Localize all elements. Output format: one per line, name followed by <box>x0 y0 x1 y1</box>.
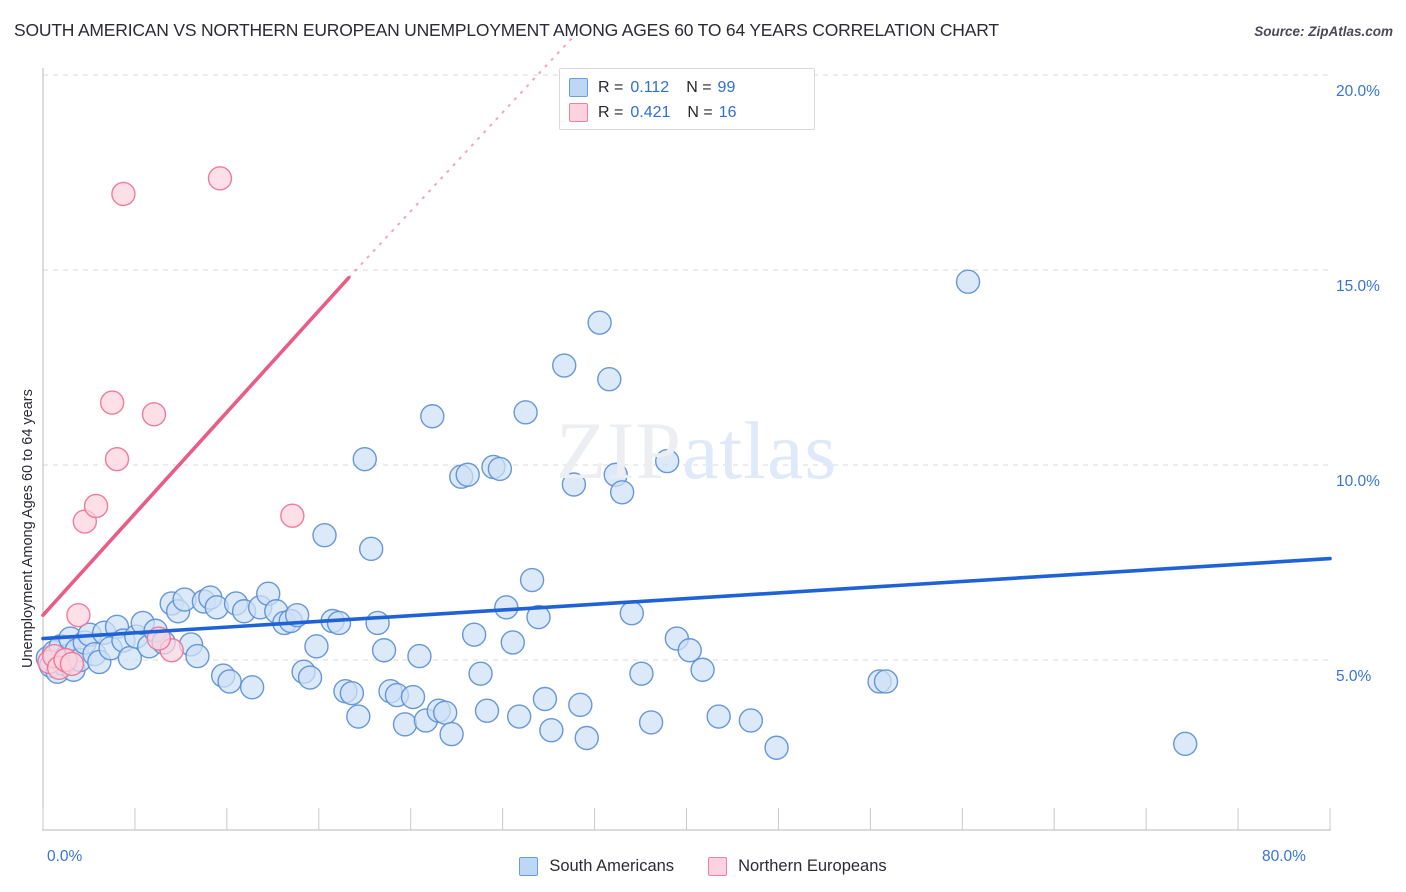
scatter-point <box>638 710 664 735</box>
correlation-stats-box: R = 0.112 N = 99 R = 0.421 N = 16 <box>559 68 815 130</box>
stats-n-label-pink: N = <box>687 103 713 121</box>
scatter-point <box>526 604 551 630</box>
scatter-point <box>654 448 680 474</box>
scatter-point <box>392 712 418 737</box>
scatter-point <box>365 610 390 636</box>
scatter-point <box>207 166 233 191</box>
scatter-point <box>609 480 635 505</box>
y-axis-tick-label: 5.0% <box>1336 668 1372 685</box>
scatter-point <box>487 456 513 482</box>
trendline-south-americans <box>41 556 1332 641</box>
stats-r-value-blue: 0.112 <box>630 78 670 96</box>
scatter-point <box>239 675 265 700</box>
scatter-point <box>346 704 371 729</box>
legend-item-south-americans[interactable]: South Americans <box>519 857 674 876</box>
scatter-point <box>552 353 577 378</box>
scatter-point <box>455 462 480 487</box>
scatter-point <box>185 643 210 669</box>
scatter-point <box>461 622 487 647</box>
scatter-point <box>690 657 715 682</box>
scatter-point <box>66 602 91 628</box>
y-axis-title-text: Unemployment Among Ages 60 to 64 years <box>20 389 36 668</box>
x-axis-tick-label-min: 0.0% <box>47 848 83 865</box>
scatter-point <box>407 643 432 669</box>
scatter-point <box>955 269 981 294</box>
chart-header: SOUTH AMERICAN VS NORTHERN EUROPEAN UNEM… <box>0 0 1406 56</box>
scatter-point <box>574 725 599 751</box>
trendline-northern-europeans-extension <box>347 35 575 279</box>
legend-swatch-south-americans <box>519 857 539 876</box>
scatter-point <box>468 661 493 686</box>
scatter-point <box>141 402 167 427</box>
scatter-point <box>104 446 130 472</box>
scatter-point <box>326 610 352 636</box>
scatter-point <box>568 692 593 718</box>
scatter-point <box>99 390 125 415</box>
scatter-point <box>513 400 538 425</box>
source-attribution: Source: ZipAtlas.com <box>1254 24 1393 39</box>
series-legend: South Americans Northern Europeans <box>0 857 1406 876</box>
y-axis-tick-label: 20.0% <box>1336 83 1380 100</box>
scatter-point <box>280 503 305 528</box>
scatter-point <box>59 651 85 677</box>
stats-n-label-blue: N = <box>686 78 712 96</box>
scatter-point <box>358 536 384 562</box>
stats-r-label-blue: R = <box>598 78 624 96</box>
scatter-point <box>706 704 731 729</box>
scatter-point <box>587 310 612 335</box>
scatter-point <box>597 367 622 392</box>
scatter-point <box>494 595 519 620</box>
legend-label-northern-europeans: Northern Europeans <box>738 857 887 875</box>
scatter-point <box>500 630 525 655</box>
y-axis-tick-label: 15.0% <box>1336 278 1380 295</box>
scatter-point <box>539 718 564 743</box>
scatter-point <box>764 735 789 760</box>
scatter-point <box>439 721 464 747</box>
legend-label-south-americans: South Americans <box>549 857 675 875</box>
stats-row-south-americans: R = 0.112 N = 99 <box>569 75 805 100</box>
trendline-northern-europeans <box>41 275 351 617</box>
scatter-series-northern-europeans <box>37 166 305 680</box>
scatter-point <box>420 404 445 429</box>
stats-r-label-pink: R = <box>598 103 624 121</box>
scatter-point <box>432 700 458 725</box>
stats-swatch-pink <box>569 103 588 122</box>
scatter-point <box>312 523 337 548</box>
y-axis-tick-label: 10.0% <box>1336 473 1380 490</box>
scatter-point <box>532 686 558 712</box>
page-title: SOUTH AMERICAN VS NORTHERN EUROPEAN UNEM… <box>14 20 999 40</box>
stats-r-value-pink: 0.421 <box>630 103 671 121</box>
scatter-point <box>111 181 136 207</box>
scatter-point <box>506 704 532 729</box>
scatter-point <box>297 665 323 690</box>
stats-n-value-blue: 99 <box>717 78 736 96</box>
x-axis-tick-label-max: 80.0% <box>1262 848 1306 865</box>
scatter-point <box>873 669 899 694</box>
scatter-point <box>738 708 764 733</box>
scatter-point <box>677 638 702 663</box>
scatter-point <box>371 638 397 663</box>
scatter-point <box>629 661 654 686</box>
stats-swatch-blue <box>569 78 588 97</box>
scatter-point <box>339 680 365 706</box>
scatter-point <box>400 684 426 710</box>
scatter-series-south-americans <box>35 269 1198 760</box>
scatter-point <box>304 634 329 659</box>
scatter-point <box>217 669 242 694</box>
scatter-point <box>519 567 545 593</box>
legend-item-northern-europeans[interactable]: Northern Europeans <box>708 857 887 876</box>
scatter-point <box>561 472 587 497</box>
scatter-point <box>83 493 109 519</box>
stats-n-value-pink: 16 <box>718 103 737 121</box>
scatter-point <box>474 698 500 723</box>
legend-swatch-northern-europeans <box>708 857 728 876</box>
scatter-point <box>619 601 645 626</box>
scatter-point <box>1173 731 1198 757</box>
stats-row-northern-europeans: R = 0.421 N = 16 <box>569 100 805 125</box>
scatter-point <box>352 446 377 472</box>
